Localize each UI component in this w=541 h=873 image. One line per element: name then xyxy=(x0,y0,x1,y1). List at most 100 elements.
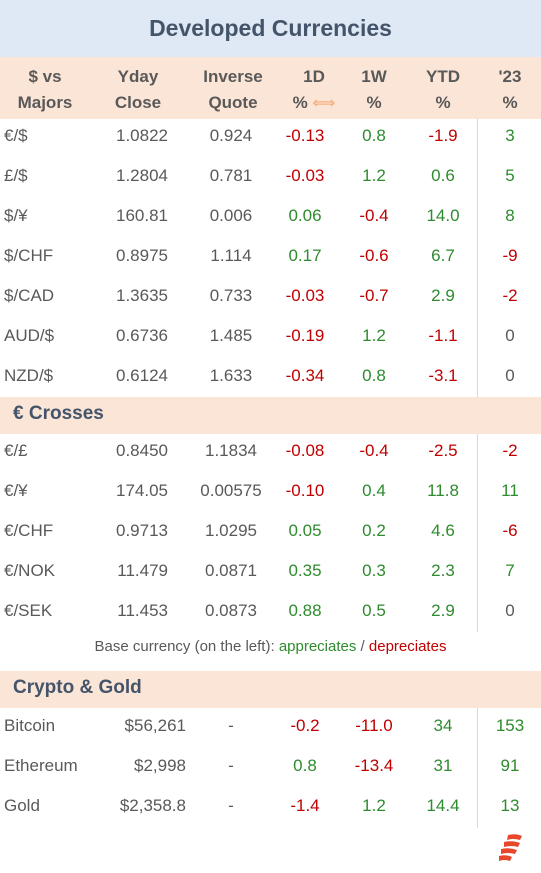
cell-1w: -11.0 xyxy=(355,716,393,735)
header-pair-line2: Majors xyxy=(17,93,73,112)
cell-close: 0.9713 xyxy=(116,521,168,540)
cell-1w: -0.4 xyxy=(359,441,389,460)
cell-pair: €/SEK xyxy=(4,601,53,620)
cell-inverse: 1.633 xyxy=(209,366,253,385)
cell-ytd: 4.6 xyxy=(431,521,455,540)
cell-inverse: 0.00575 xyxy=(200,481,262,500)
title-bar: Developed Currencies xyxy=(0,0,541,57)
cell-1w: 1.2 xyxy=(362,796,386,815)
footnote-separator: / xyxy=(360,638,365,655)
cell-pair: AUD/$ xyxy=(4,326,55,345)
cell-1w: -13.4 xyxy=(354,756,394,775)
header-inverse: Inverse Quote xyxy=(194,64,272,116)
table-row: $/CHF 0.8975 1.114 0.17 -0.6 6.7 -9 xyxy=(0,237,541,277)
cell-1d: -0.10 xyxy=(285,481,325,500)
cell-23: -9 xyxy=(502,246,518,265)
cell-23: 153 xyxy=(495,716,525,735)
cell-inverse: 0.0873 xyxy=(205,601,257,620)
section-crypto-title: Crypto & Gold xyxy=(13,677,142,698)
cell-pair: €/£ xyxy=(4,441,28,460)
cell-23: 5 xyxy=(505,166,515,185)
cell-pair: Bitcoin xyxy=(4,716,56,735)
cell-pair: $/¥ xyxy=(4,206,28,225)
cell-inverse: 1.114 xyxy=(210,246,252,265)
cell-close: 1.2804 xyxy=(116,166,168,185)
cell-pair: Ethereum xyxy=(4,756,78,775)
header-1w: 1W % xyxy=(344,64,404,116)
cell-23: -2 xyxy=(502,441,518,460)
header-1d-line2: % xyxy=(292,93,308,112)
footnote-appreciates: appreciates xyxy=(278,638,357,655)
cell-close: 174.05 xyxy=(116,481,168,500)
table-row: Gold $2,358.8 - -1.4 1.2 14.4 13 xyxy=(0,787,541,827)
section-crosses: € Crosses xyxy=(0,397,541,434)
table-row: £/$ 1.2804 0.781 -0.03 1.2 0.6 5 xyxy=(0,157,541,197)
section-crosses-title: € Crosses xyxy=(13,403,104,424)
cell-inverse: - xyxy=(228,756,234,775)
header-inverse-line1: Inverse xyxy=(203,67,263,86)
header-1d: 1D % ⟺ xyxy=(282,64,346,117)
cell-23: 91 xyxy=(500,756,520,775)
cell-1d: 0.17 xyxy=(288,246,322,265)
cell-1d: 0.88 xyxy=(288,601,322,620)
cell-1w: 1.2 xyxy=(362,166,386,185)
cell-inverse: 1.485 xyxy=(209,326,253,345)
header-23-line2: % xyxy=(502,93,518,112)
cell-1w: 0.4 xyxy=(362,481,386,500)
cell-ytd: 2.3 xyxy=(431,561,455,580)
header-23: '23 % xyxy=(480,64,540,116)
table-row: €/SEK 11.453 0.0873 0.88 0.5 2.9 0 xyxy=(0,592,541,632)
cell-1d: 0.8 xyxy=(293,756,317,775)
column-header: $ vs Majors Yday Close Inverse Quote 1D … xyxy=(0,57,541,119)
cell-pair: £/$ xyxy=(4,166,28,185)
cell-1d: -0.2 xyxy=(290,716,320,735)
cell-close: 11.479 xyxy=(117,561,168,580)
cell-23: 0 xyxy=(505,326,515,345)
column-divider xyxy=(477,708,478,828)
cell-pair: Gold xyxy=(4,796,40,815)
header-1w-line1: 1W xyxy=(361,67,387,86)
cell-close: $56,261 xyxy=(124,716,186,735)
cell-ytd: -1.9 xyxy=(428,126,458,145)
cell-inverse: - xyxy=(228,796,234,815)
cell-1w: -0.7 xyxy=(359,286,389,305)
table-row: $/¥ 160.81 0.006 0.06 -0.4 14.0 8 xyxy=(0,197,541,237)
cell-23: 0 xyxy=(505,601,515,620)
cell-1d: -0.19 xyxy=(285,326,325,345)
cell-close: 0.8450 xyxy=(116,441,168,460)
cell-close: 160.81 xyxy=(116,206,168,225)
cell-pair: €/CHF xyxy=(4,521,54,540)
cell-23: -6 xyxy=(502,521,518,540)
header-1d-line1: 1D xyxy=(303,67,325,86)
table-row: Ethereum $2,998 - 0.8 -13.4 31 91 xyxy=(0,747,541,787)
cell-ytd: 2.9 xyxy=(431,286,455,305)
header-ytd: YTD % xyxy=(413,64,473,116)
table-row: €/NOK 11.479 0.0871 0.35 0.3 2.3 7 xyxy=(0,552,541,592)
cell-1d: -1.4 xyxy=(290,796,320,815)
table-row: €/CHF 0.9713 1.0295 0.05 0.2 4.6 -6 xyxy=(0,512,541,552)
cell-close: $2,358.8 xyxy=(119,796,186,815)
footnote-depreciates: depreciates xyxy=(368,638,447,655)
cell-pair: €/¥ xyxy=(4,481,28,500)
cell-inverse: 1.1834 xyxy=(205,441,257,460)
footnote-prefix: Base currency (on the left): xyxy=(94,638,275,655)
cell-1d: -0.03 xyxy=(285,286,325,305)
header-ytd-line2: % xyxy=(435,93,451,112)
cell-close: 0.8975 xyxy=(116,246,168,265)
cell-1w: 0.3 xyxy=(362,561,386,580)
cell-ytd: -3.1 xyxy=(428,366,458,385)
cell-23: 3 xyxy=(505,126,515,145)
cell-ytd: 14.4 xyxy=(426,796,460,815)
column-divider xyxy=(477,119,478,397)
header-pair: $ vs Majors xyxy=(8,64,82,116)
header-ytd-line1: YTD xyxy=(426,67,460,86)
table-row: $/CAD 1.3635 0.733 -0.03 -0.7 2.9 -2 xyxy=(0,277,541,317)
cell-ytd: 0.6 xyxy=(431,166,455,185)
table-row: AUD/$ 0.6736 1.485 -0.19 1.2 -1.1 0 xyxy=(0,317,541,357)
cell-inverse: 0.0871 xyxy=(205,561,257,580)
cell-inverse: 0.924 xyxy=(209,126,253,145)
cell-close: $2,998 xyxy=(134,756,186,775)
cell-1w: 0.5 xyxy=(362,601,386,620)
brand-logo-icon xyxy=(499,834,522,861)
section-crypto: Crypto & Gold xyxy=(0,671,541,708)
